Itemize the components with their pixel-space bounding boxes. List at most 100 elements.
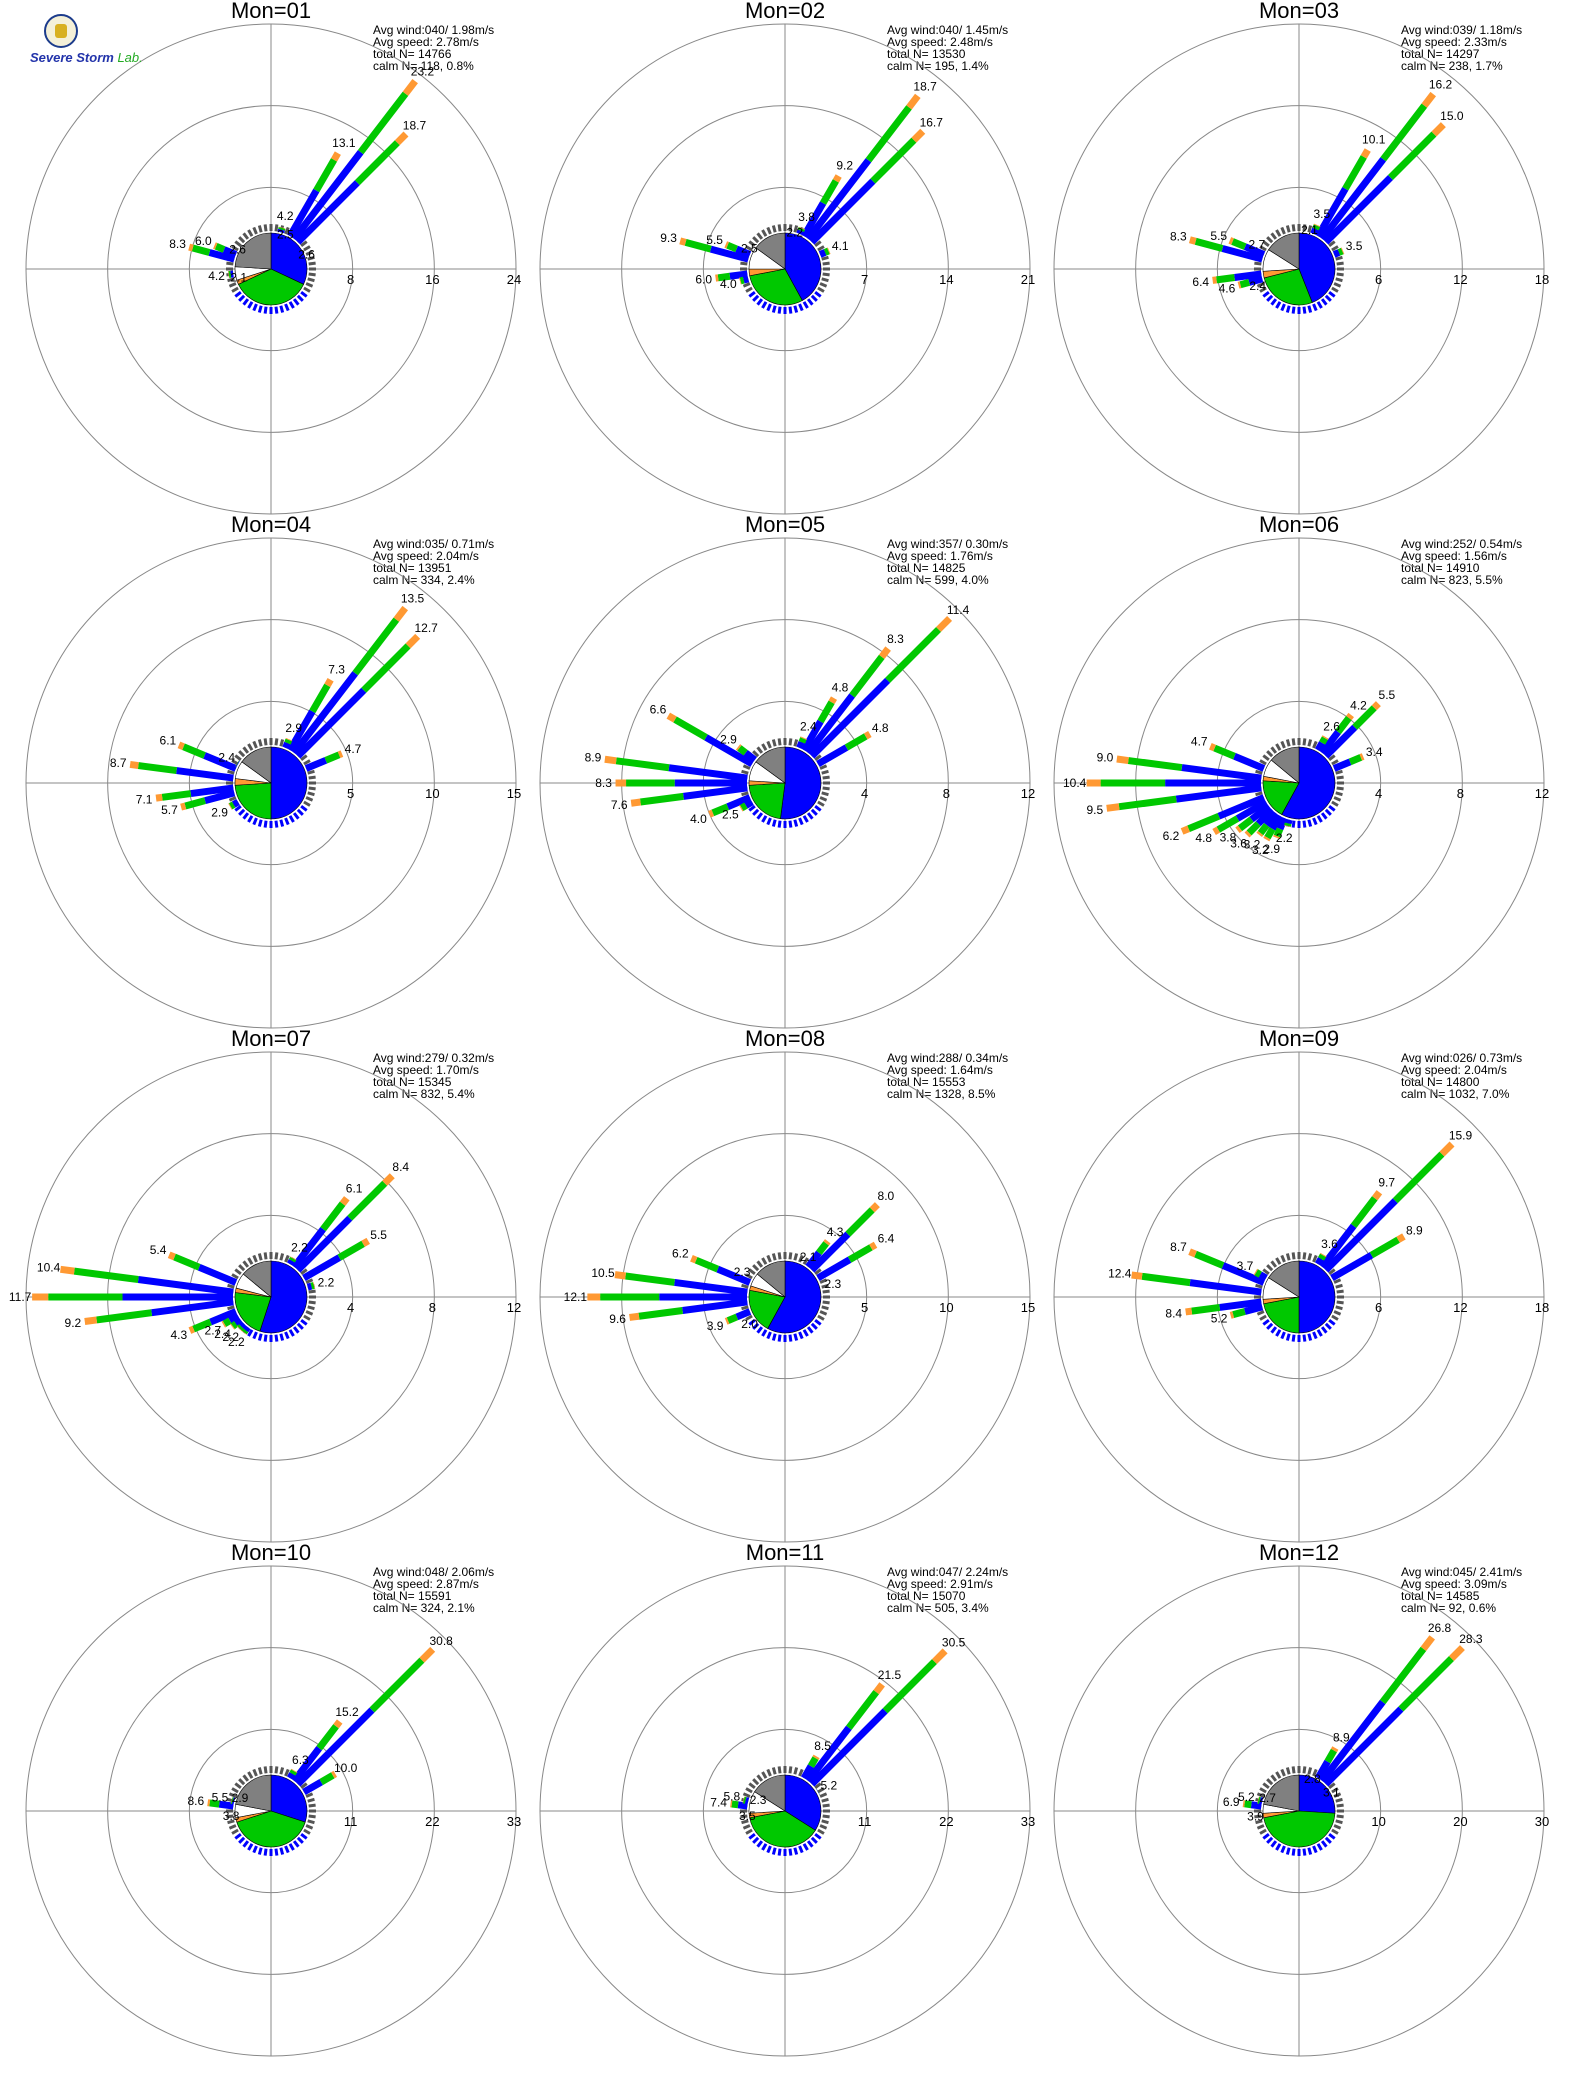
sector-value-label: 3.9 (707, 1319, 724, 1333)
minor-sector-tick (307, 1305, 315, 1311)
minor-sector-tick (1331, 800, 1339, 807)
minor-sector-tick (1270, 746, 1278, 754)
sector-bar (1388, 131, 1437, 180)
minor-sector-tick (822, 775, 830, 780)
sector-value-label: 26.8 (1428, 1621, 1452, 1635)
sector-bar (137, 1276, 234, 1296)
minor-sector-tick (247, 1843, 254, 1851)
sector-bar (203, 752, 238, 772)
minor-sector-tick (1254, 1814, 1262, 1819)
calm-pie-slice (1298, 1260, 1336, 1334)
stats-line: calm N= 334, 2.4% (373, 573, 475, 587)
calm-pie-slice (238, 268, 304, 306)
minor-sector-tick (1336, 786, 1344, 791)
sector-bar (1323, 1706, 1404, 1787)
sector-bar (1131, 1271, 1143, 1280)
minor-sector-tick (771, 1847, 777, 1855)
calm-pie-slice (749, 1810, 816, 1848)
minor-sector-tick (231, 1828, 239, 1835)
sector-value-label: 5.4 (150, 1243, 167, 1257)
minor-sector-tick (817, 1828, 825, 1835)
sector-bar (295, 687, 367, 759)
minor-sector-tick (788, 1252, 793, 1260)
sector-bar (230, 270, 234, 278)
sector-bar (1313, 223, 1321, 228)
minor-sector-tick (234, 804, 242, 812)
sector-bar (173, 1253, 201, 1271)
minor-sector-tick (821, 1283, 829, 1289)
sector-bar (817, 700, 835, 724)
sector-bar (816, 1788, 820, 1796)
sector-bar (419, 1646, 436, 1663)
minor-sector-tick (802, 301, 809, 309)
sector-bar (1337, 247, 1344, 256)
sector-value-label: 9.0 (1097, 750, 1114, 764)
calm-pie-slice (242, 1260, 272, 1298)
ring-label: 15 (1021, 1300, 1035, 1315)
minor-sector-tick (788, 738, 793, 746)
sector-bar (1254, 1269, 1262, 1278)
sector-bar (832, 174, 842, 183)
minor-sector-tick (1312, 1845, 1318, 1854)
minor-sector-tick (793, 1767, 799, 1775)
sector-bar (289, 1769, 298, 1776)
minor-sector-tick (756, 232, 764, 240)
sector-bar (286, 709, 316, 752)
sector-bar (209, 1308, 238, 1326)
sector-bar (320, 1201, 346, 1232)
sector-value-label: 15.9 (1449, 1128, 1473, 1142)
minor-sector-tick (227, 1819, 235, 1825)
minor-sector-tick (741, 1283, 749, 1289)
stats-line: Avg wind:279/ 0.32m/s (373, 1051, 494, 1065)
minor-sector-tick (238, 750, 246, 758)
minor-sector-tick (1320, 812, 1328, 820)
minor-sector-tick (1336, 272, 1344, 277)
minor-sector-tick (819, 764, 828, 770)
minor-sector-tick (257, 1767, 263, 1775)
sector-bar (809, 178, 876, 245)
minor-sector-tick (817, 1787, 825, 1794)
minor-sector-tick (771, 1253, 777, 1261)
minor-sector-tick (284, 226, 290, 235)
sector-bar (230, 1321, 239, 1330)
sector-bar (800, 1764, 814, 1780)
stats-line: total N= 15591 (373, 1589, 452, 1603)
minor-sector-tick (788, 1766, 793, 1774)
sector-bar (638, 1307, 684, 1320)
sector-bar (1187, 812, 1221, 832)
sector-value-label: 3.2 (1252, 843, 1269, 857)
panel-title: Mon=03 (1259, 0, 1339, 23)
minor-sector-tick (1259, 245, 1267, 252)
stats-line: Avg wind:045/ 2.41m/s (1401, 1565, 1522, 1579)
sector-bar (1256, 830, 1264, 837)
minor-sector-tick (252, 1331, 258, 1340)
sector-value-label: 6.0 (195, 234, 212, 248)
minor-sector-tick (1255, 791, 1263, 797)
sector-bar (744, 1797, 750, 1805)
minor-sector-tick (1336, 1289, 1344, 1294)
sector-bar (800, 201, 827, 238)
sector-bar (846, 1689, 880, 1730)
sector-value-label: 4.0 (690, 812, 707, 826)
sector-bar (1330, 1746, 1339, 1753)
minor-sector-tick (748, 1782, 756, 1790)
sector-value-label: 2.3 (750, 1793, 767, 1807)
sector-bar (666, 712, 677, 723)
sector-value-label: 4.6 (1219, 281, 1236, 295)
sector-bar (129, 760, 139, 770)
sector-value-label: 8.3 (1170, 230, 1187, 244)
minor-sector-tick (308, 1814, 316, 1819)
minor-sector-tick (284, 303, 290, 312)
stats-line: calm N= 832, 5.4% (373, 1087, 475, 1101)
sector-value-label: 4.2 (208, 269, 225, 283)
minor-sector-tick (819, 1824, 828, 1830)
sector-bar (393, 605, 409, 622)
ring-label: 12 (1535, 786, 1549, 801)
sector-bar (316, 1724, 339, 1751)
sector-bar (704, 734, 754, 768)
sector-value-label: 13.1 (332, 136, 356, 150)
sector-bar (682, 784, 748, 800)
minor-sector-tick (305, 282, 314, 288)
